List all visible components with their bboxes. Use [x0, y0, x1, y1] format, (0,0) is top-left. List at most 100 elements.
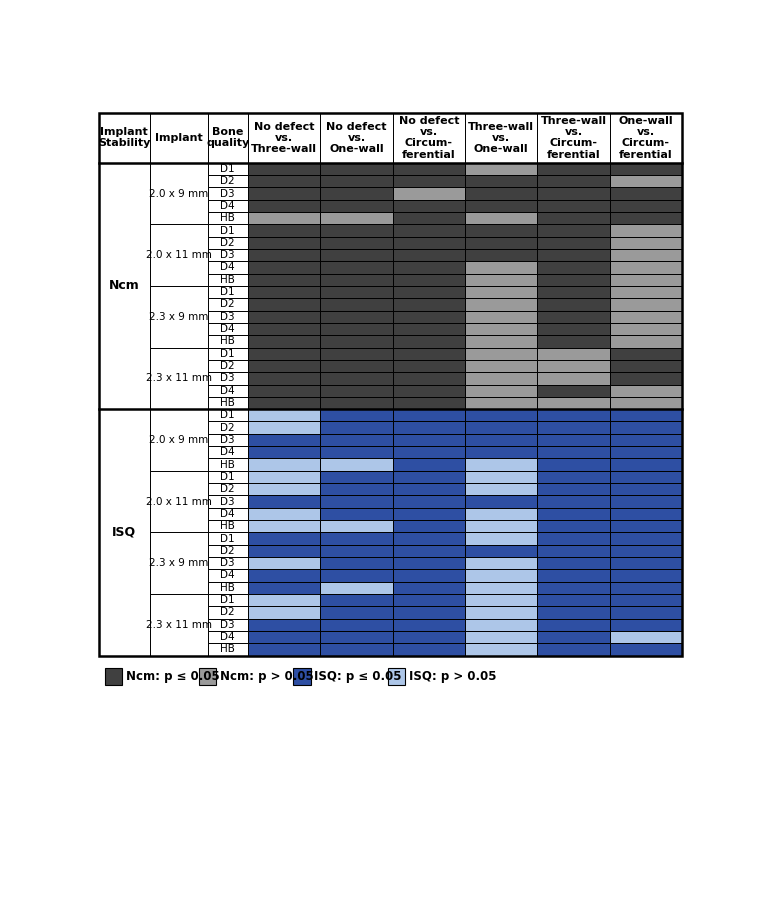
Bar: [320, 594, 392, 606]
Bar: [248, 261, 320, 274]
Text: HB: HB: [220, 336, 235, 346]
Bar: [610, 397, 682, 409]
Bar: [537, 471, 610, 483]
Bar: [392, 360, 465, 372]
Bar: [207, 224, 248, 237]
Bar: [610, 606, 682, 619]
Bar: [248, 458, 320, 471]
Bar: [392, 249, 465, 261]
Text: Ncm: p > 0.05: Ncm: p > 0.05: [220, 670, 314, 683]
Bar: [392, 162, 465, 175]
Text: HB: HB: [220, 398, 235, 408]
Bar: [207, 261, 248, 274]
Bar: [388, 668, 405, 685]
Bar: [320, 274, 392, 286]
Bar: [610, 237, 682, 249]
Bar: [248, 372, 320, 385]
Text: No defect
vs.
Circum-
ferential: No defect vs. Circum- ferential: [399, 116, 459, 160]
Bar: [610, 162, 682, 175]
Bar: [248, 310, 320, 323]
Bar: [465, 471, 537, 483]
Bar: [392, 323, 465, 336]
Bar: [248, 520, 320, 532]
Bar: [320, 347, 392, 360]
Bar: [207, 274, 248, 286]
Bar: [465, 594, 537, 606]
Bar: [392, 458, 465, 471]
Bar: [610, 631, 682, 643]
Bar: [465, 619, 537, 631]
Text: Ncm: Ncm: [109, 279, 139, 292]
Bar: [537, 631, 610, 643]
Bar: [537, 298, 610, 310]
Bar: [320, 532, 392, 545]
Text: 2.3 x 9 mm: 2.3 x 9 mm: [149, 558, 208, 568]
Bar: [392, 581, 465, 594]
Bar: [610, 520, 682, 532]
Bar: [248, 643, 320, 656]
Bar: [207, 434, 248, 446]
Bar: [610, 483, 682, 495]
Text: HB: HB: [220, 275, 235, 285]
Bar: [537, 520, 610, 532]
Bar: [392, 631, 465, 643]
Bar: [320, 434, 392, 446]
Bar: [610, 385, 682, 397]
Bar: [465, 508, 537, 520]
Bar: [610, 508, 682, 520]
Bar: [465, 175, 537, 188]
Text: 2.0 x 11 mm: 2.0 x 11 mm: [146, 496, 212, 506]
Text: D1: D1: [220, 164, 235, 174]
Bar: [320, 385, 392, 397]
Bar: [207, 237, 248, 249]
Bar: [610, 581, 682, 594]
Text: D1: D1: [220, 533, 235, 543]
Bar: [248, 224, 320, 237]
Bar: [320, 409, 392, 422]
Bar: [320, 446, 392, 458]
Bar: [392, 619, 465, 631]
Text: Implant: Implant: [155, 132, 203, 142]
Bar: [320, 397, 392, 409]
Text: D3: D3: [220, 189, 235, 199]
Bar: [465, 224, 537, 237]
Bar: [465, 261, 537, 274]
Bar: [465, 200, 537, 212]
Bar: [610, 298, 682, 310]
Bar: [207, 175, 248, 188]
Bar: [207, 298, 248, 310]
Bar: [610, 471, 682, 483]
Bar: [320, 631, 392, 643]
Bar: [392, 347, 465, 360]
Bar: [537, 557, 610, 570]
Bar: [610, 188, 682, 200]
Text: Ncm: p ≤ 0.05: Ncm: p ≤ 0.05: [126, 670, 220, 683]
Bar: [610, 570, 682, 581]
Bar: [207, 347, 248, 360]
Bar: [207, 310, 248, 323]
Bar: [465, 495, 537, 508]
Bar: [610, 200, 682, 212]
Bar: [537, 286, 610, 298]
Bar: [392, 545, 465, 557]
Bar: [320, 112, 392, 162]
Bar: [392, 606, 465, 619]
Bar: [610, 545, 682, 557]
Bar: [149, 409, 207, 471]
Bar: [465, 323, 537, 336]
Text: D3: D3: [220, 312, 235, 322]
Bar: [392, 298, 465, 310]
Bar: [537, 594, 610, 606]
Bar: [248, 619, 320, 631]
Bar: [465, 458, 537, 471]
Text: D1: D1: [220, 410, 235, 420]
Bar: [207, 619, 248, 631]
Bar: [465, 422, 537, 434]
Bar: [465, 372, 537, 385]
Bar: [248, 631, 320, 643]
Bar: [207, 495, 248, 508]
Bar: [207, 385, 248, 397]
Bar: [207, 409, 248, 422]
Bar: [207, 422, 248, 434]
Text: D2: D2: [220, 608, 235, 618]
